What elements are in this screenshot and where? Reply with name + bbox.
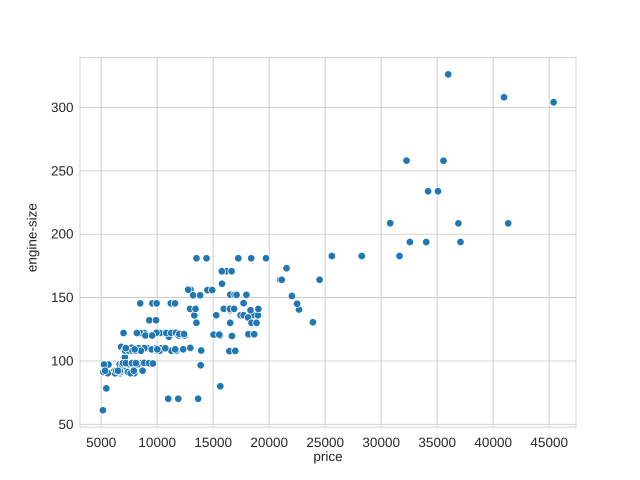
svg-text:50: 50 <box>58 417 73 432</box>
svg-text:45000: 45000 <box>530 435 568 450</box>
svg-text:price: price <box>313 449 342 464</box>
svg-text:40000: 40000 <box>474 435 512 450</box>
svg-text:300: 300 <box>51 100 74 115</box>
svg-text:30000: 30000 <box>362 435 400 450</box>
svg-text:10000: 10000 <box>138 435 176 450</box>
svg-text:35000: 35000 <box>418 435 456 450</box>
svg-text:25000: 25000 <box>306 435 344 450</box>
svg-text:15000: 15000 <box>194 435 232 450</box>
svg-text:5000: 5000 <box>86 435 116 450</box>
svg-text:engine-size: engine-size <box>25 203 40 272</box>
svg-text:150: 150 <box>51 290 74 305</box>
svg-text:200: 200 <box>51 227 74 242</box>
svg-text:250: 250 <box>51 163 74 178</box>
svg-text:20000: 20000 <box>250 435 288 450</box>
svg-text:100: 100 <box>51 353 74 368</box>
